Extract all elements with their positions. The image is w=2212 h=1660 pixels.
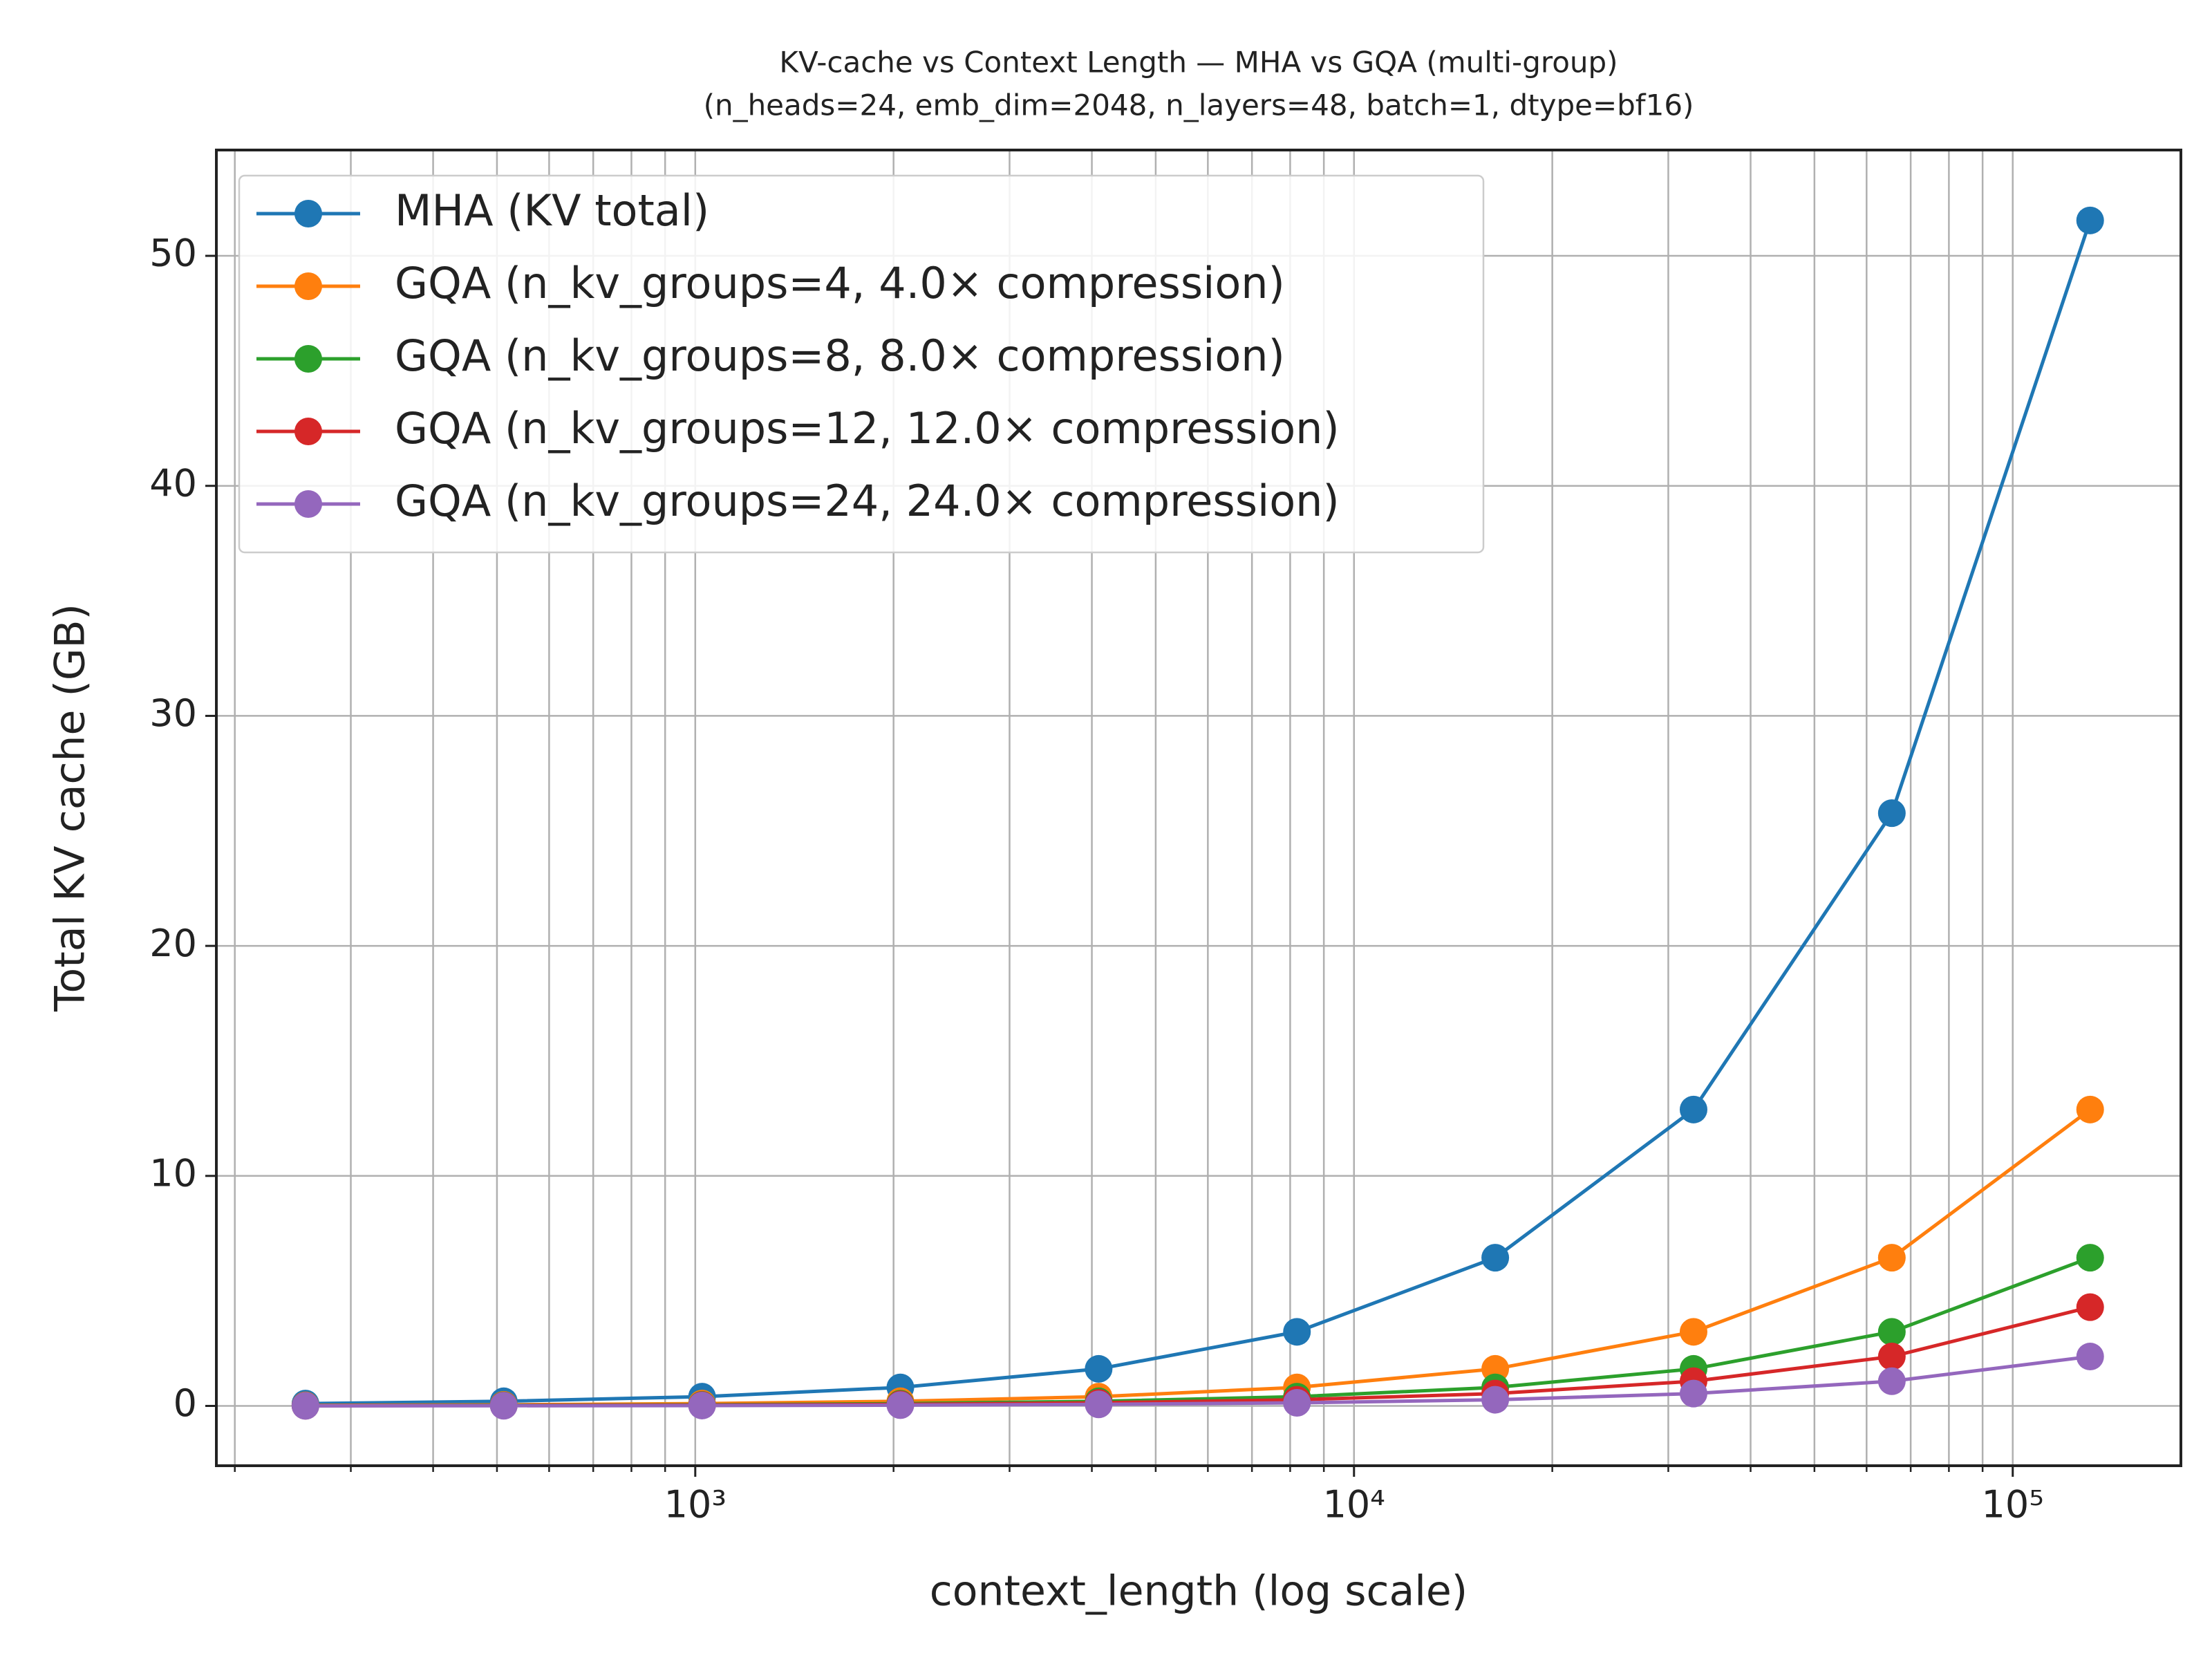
- legend-box: [238, 174, 1485, 554]
- data-point: [2076, 206, 2104, 234]
- data-point: [1877, 1343, 1906, 1371]
- data-point: [688, 1391, 716, 1419]
- data-point: [489, 1392, 518, 1420]
- legend-label: GQA (n_kv_groups=24, 24.0× compression): [395, 476, 1340, 526]
- x-tick-label: 10³: [664, 1483, 727, 1527]
- legend-label: GQA (n_kv_groups=8, 8.0× compression): [395, 330, 1285, 381]
- data-point: [1481, 1386, 1510, 1414]
- data-point: [1481, 1244, 1510, 1272]
- data-point: [1877, 799, 1906, 828]
- data-point: [1877, 1367, 1906, 1395]
- series-line: [305, 1108, 2092, 1408]
- y-tick-label: 10: [149, 1151, 197, 1195]
- legend-marker: [294, 272, 322, 300]
- legend-marker: [294, 200, 322, 227]
- data-point: [2076, 1095, 2104, 1123]
- x-tick-label: 10⁴: [1323, 1483, 1385, 1527]
- plot-frame: [215, 149, 2182, 1467]
- x-tick-label: 10⁵: [1982, 1483, 2044, 1527]
- x-axis-label: context_length (log scale): [930, 1567, 1468, 1616]
- legend-marker: [294, 345, 322, 373]
- legend-marker: [294, 490, 322, 518]
- data-point: [2076, 1293, 2104, 1321]
- chart-title: KV-cache vs Context Length — MHA vs GQA …: [779, 46, 1618, 80]
- data-point: [1877, 1318, 1906, 1346]
- data-point: [2076, 1343, 2104, 1371]
- legend-label: GQA (n_kv_groups=4, 4.0× compression): [395, 258, 1285, 308]
- y-tick-label: 30: [149, 691, 197, 735]
- data-point: [291, 1392, 319, 1420]
- data-point: [1085, 1390, 1113, 1419]
- series-line: [305, 220, 2092, 1406]
- chart-subtitle: (n_heads=24, emb_dim=2048, n_layers=48, …: [704, 88, 1694, 122]
- data-point: [1085, 1354, 1113, 1383]
- series-line: [305, 1354, 2091, 1408]
- data-point: [1283, 1318, 1311, 1346]
- data-point: [1877, 1244, 1906, 1272]
- series-line: [305, 1256, 2091, 1408]
- legend-marker: [294, 418, 322, 445]
- data-point: [1679, 1318, 1707, 1346]
- legend-label: GQA (n_kv_groups=12, 12.0× compression): [395, 403, 1340, 454]
- data-point: [2076, 1244, 2104, 1272]
- data-point: [1283, 1389, 1311, 1417]
- y-tick-label: 20: [149, 922, 197, 965]
- y-tick-label: 50: [149, 232, 197, 275]
- data-point: [1679, 1379, 1707, 1408]
- y-tick-label: 0: [174, 1381, 197, 1425]
- y-tick-label: 40: [149, 461, 197, 505]
- data-point: [1679, 1095, 1707, 1123]
- data-point: [886, 1391, 915, 1419]
- y-axis-label: Total KV cache (GB): [46, 604, 95, 1012]
- legend-label: MHA (KV total): [395, 185, 709, 236]
